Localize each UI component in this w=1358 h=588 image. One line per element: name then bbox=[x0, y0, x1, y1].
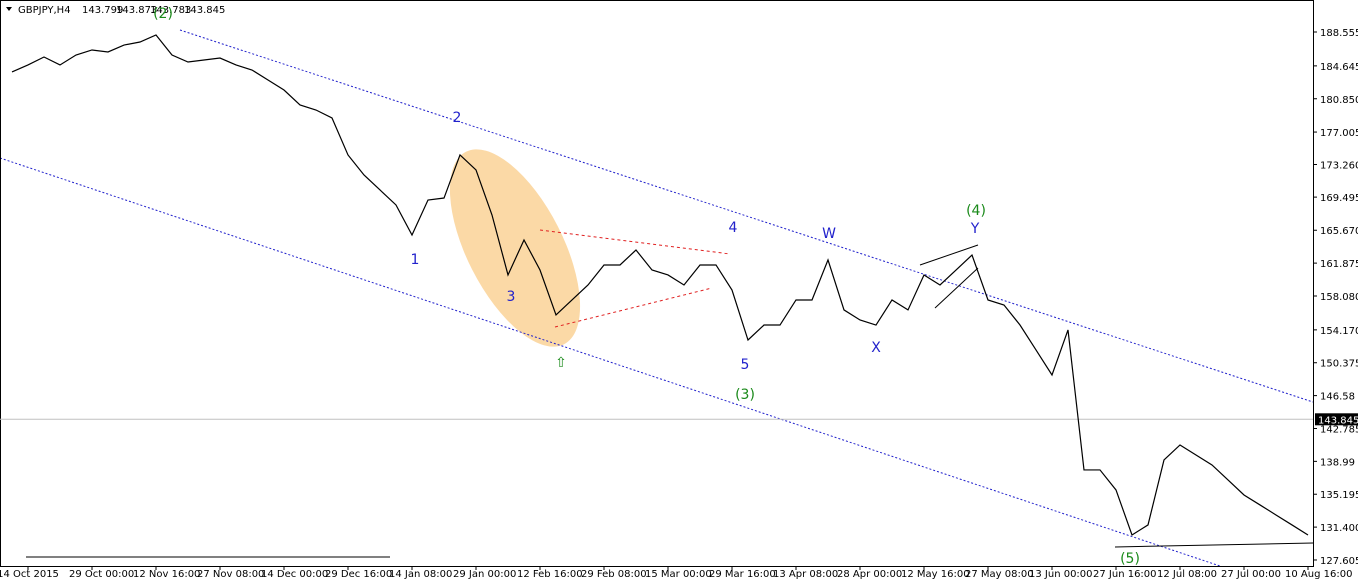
wave-label: ⇧ bbox=[555, 355, 567, 371]
wedge-upper bbox=[919, 244, 979, 266]
price-line bbox=[11, 34, 1309, 536]
y-tick-label: 150.375 bbox=[1320, 359, 1358, 370]
y-tick-label: 173.260 bbox=[1320, 160, 1358, 171]
ohlc-high: 143.873 bbox=[116, 5, 157, 16]
y-tick-label: 184.645 bbox=[1320, 62, 1358, 73]
triangle-upper bbox=[539, 229, 731, 255]
x-tick-label: 12 Feb 16:00 bbox=[517, 569, 583, 580]
wave-label: 5 bbox=[741, 357, 750, 373]
x-tick-label: 29 Dec 16:00 bbox=[325, 569, 392, 580]
plot-frame bbox=[0, 0, 1314, 567]
menu-arrow bbox=[6, 7, 12, 11]
x-tick-label: 14 Oct 2015 bbox=[0, 569, 59, 580]
x-tick-label: 15 Mar 00:00 bbox=[645, 569, 712, 580]
triangle-lower bbox=[554, 287, 713, 328]
wave-label: (2) bbox=[153, 6, 173, 22]
y-tick-label: 146.58 bbox=[1320, 392, 1355, 403]
channel-upper bbox=[179, 29, 1314, 403]
support-line bbox=[1114, 542, 1314, 548]
wave-label: (4) bbox=[966, 203, 986, 219]
y-tick-label: 138.99 bbox=[1320, 457, 1355, 468]
wave-label: 1 bbox=[411, 252, 420, 268]
x-tick-label: 27 Nov 08:00 bbox=[197, 569, 264, 580]
y-tick-label: 180.850 bbox=[1320, 95, 1358, 106]
x-tick-label: 27 Jul 00:00 bbox=[1221, 569, 1281, 580]
x-tick-label: 12 Jul 08:00 bbox=[1157, 569, 1217, 580]
ohlc-low: 143.783 bbox=[150, 5, 191, 16]
wave-label: (5) bbox=[1120, 551, 1140, 567]
ohlc-open: 143.799 bbox=[82, 5, 123, 16]
y-tick-label: 135.195 bbox=[1320, 490, 1358, 501]
wave-label: (3) bbox=[735, 387, 755, 403]
channel-lower bbox=[0, 157, 1221, 567]
current-price-box bbox=[1315, 413, 1358, 426]
current-price-label: 143.845 bbox=[1318, 415, 1358, 426]
y-tick-label: 142.785 bbox=[1320, 424, 1358, 435]
highlight-ellipse bbox=[449, 149, 581, 347]
x-tick-label: 10 Aug 16:00 bbox=[1285, 569, 1352, 580]
x-tick-label: 29 Oct 00:00 bbox=[69, 569, 134, 580]
y-tick-label: 127.605 bbox=[1320, 556, 1358, 567]
wedge-lower bbox=[934, 267, 979, 309]
y-tick-label: 158.080 bbox=[1320, 292, 1358, 303]
symbol: GBPJPY,H4 bbox=[18, 5, 71, 16]
wave-label: 3 bbox=[507, 289, 516, 305]
x-tick-label: 29 Feb 08:00 bbox=[581, 569, 647, 580]
wave-label: Y bbox=[970, 221, 980, 237]
wave-label: W bbox=[822, 226, 836, 242]
x-tick-label: 27 Jun 16:00 bbox=[1093, 569, 1157, 580]
y-tick-label: 169.495 bbox=[1320, 193, 1358, 204]
y-tick-label: 161.875 bbox=[1320, 259, 1358, 270]
x-tick-label: 28 Apr 00:00 bbox=[837, 569, 902, 580]
y-tick-label: 188.555 bbox=[1320, 28, 1358, 39]
x-tick-label: 12 Nov 16:00 bbox=[133, 569, 200, 580]
y-tick-label: 177.005 bbox=[1320, 128, 1358, 139]
x-tick-label: 29 Mar 16:00 bbox=[709, 569, 776, 580]
y-tick-label: 131.400 bbox=[1320, 523, 1358, 534]
x-tick-label: 14 Jan 08:00 bbox=[389, 569, 452, 580]
wave-label: 2 bbox=[453, 110, 462, 126]
y-tick-label: 154.170 bbox=[1320, 326, 1358, 337]
x-tick-label: 12 May 16:00 bbox=[901, 569, 970, 580]
wave-label: 4 bbox=[729, 220, 738, 236]
x-tick-label: 14 Dec 00:00 bbox=[261, 569, 328, 580]
x-tick-label: 29 Jan 00:00 bbox=[453, 569, 516, 580]
x-tick-label: 13 Jun 00:00 bbox=[1029, 569, 1093, 580]
wave-label: X bbox=[871, 340, 881, 356]
x-tick-label: 27 May 08:00 bbox=[965, 569, 1034, 580]
y-tick-label: 165.670 bbox=[1320, 226, 1358, 237]
x-tick-label: 13 Apr 08:00 bbox=[773, 569, 838, 580]
ohlc-close: 143.845 bbox=[184, 5, 225, 16]
